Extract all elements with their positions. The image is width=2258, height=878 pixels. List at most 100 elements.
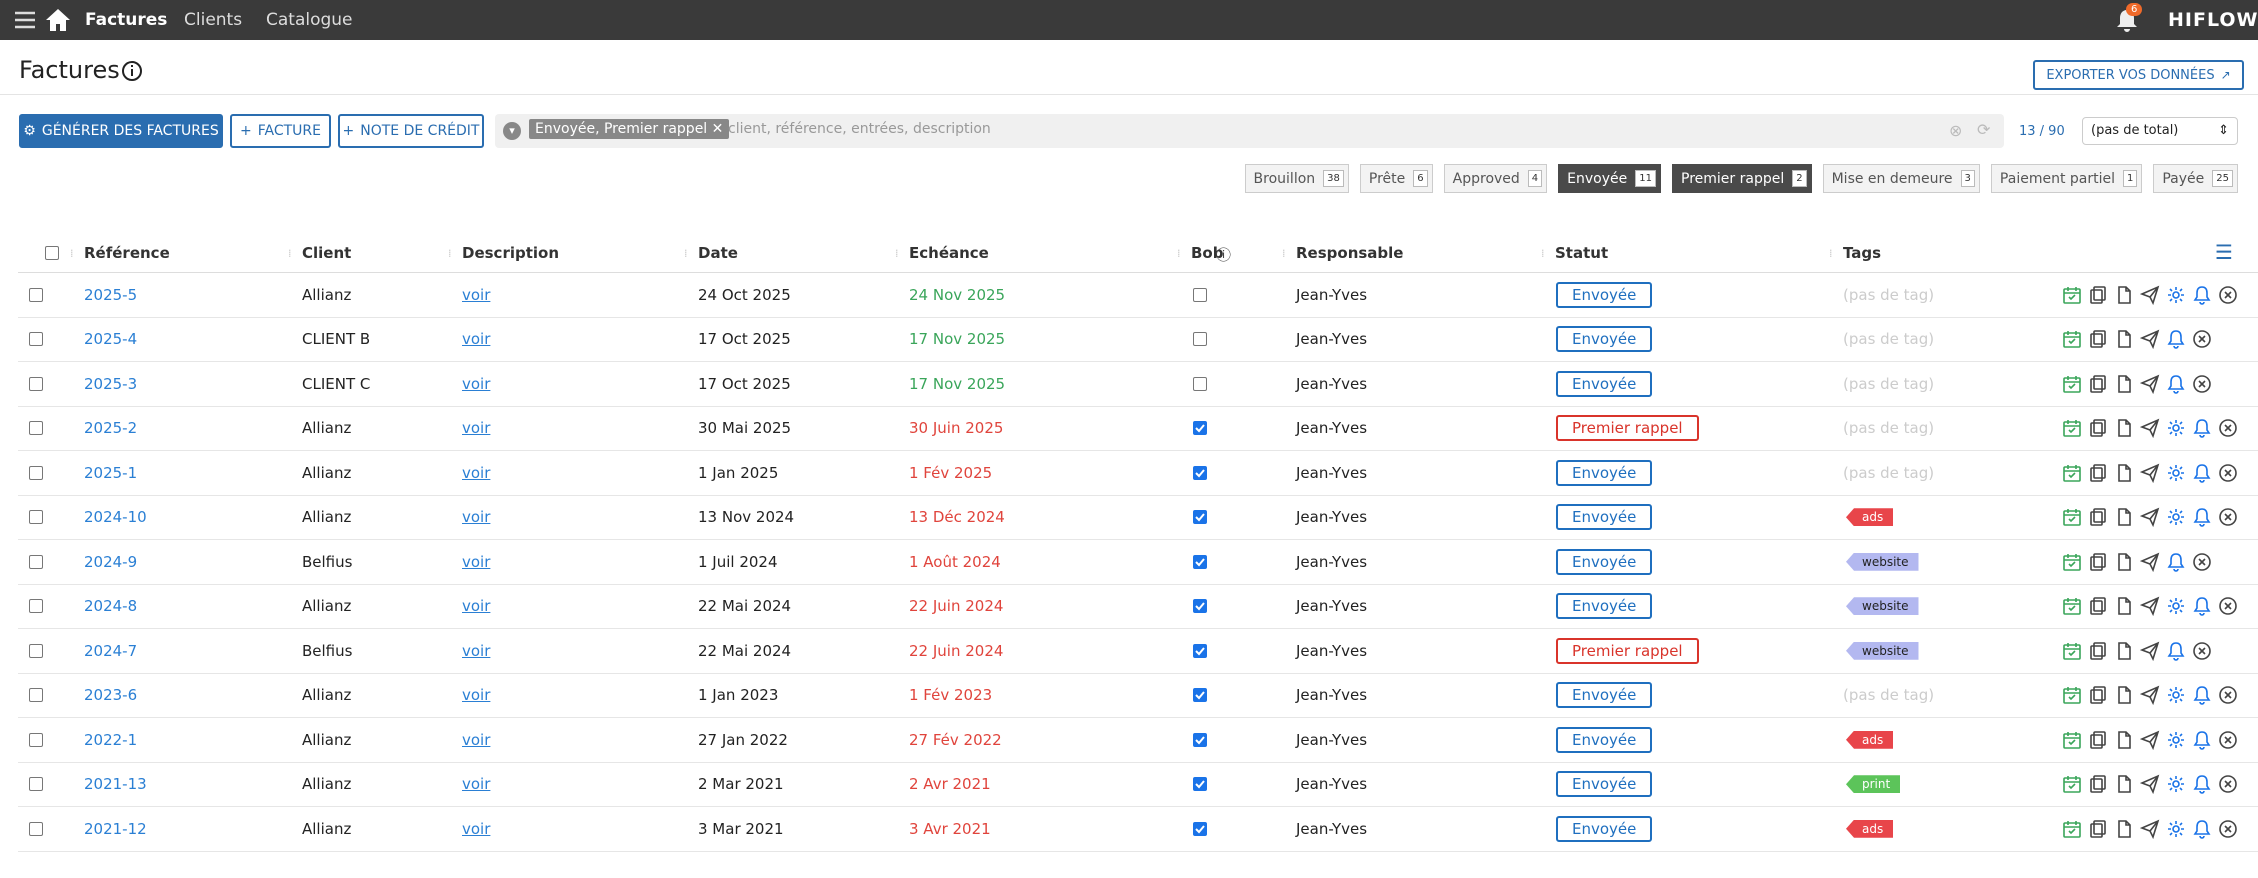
nav-item[interactable]: Clients [184, 10, 243, 30]
column-header[interactable]: Date [698, 244, 738, 262]
bob-checkbox[interactable] [1193, 465, 1207, 480]
bob-checkbox[interactable] [1193, 376, 1207, 391]
search-bar[interactable]: ▾ Envoyée, Premier rappel ✕ client, réfé… [495, 114, 2004, 148]
row-actions[interactable] [2062, 507, 2244, 528]
bob-checkbox[interactable] [1193, 821, 1207, 836]
description-link[interactable]: voir [462, 463, 491, 482]
reference[interactable]: 2025-4 [84, 330, 138, 349]
reference[interactable]: 2024-9 [84, 552, 138, 571]
nav-item[interactable]: Catalogue [266, 10, 353, 30]
row-actions[interactable] [2062, 463, 2244, 483]
row-checkbox[interactable] [29, 554, 43, 569]
reference[interactable]: 2022-1 [84, 730, 138, 749]
reference[interactable]: 2021-13 [84, 775, 147, 794]
description-link[interactable]: voir [462, 730, 491, 749]
reference[interactable]: 2023-6 [84, 686, 138, 705]
dropdown-icon[interactable]: ▾ [503, 122, 521, 140]
description-link[interactable]: voir [462, 686, 491, 705]
row-actions[interactable] [2062, 552, 2218, 572]
row-actions[interactable] [2062, 774, 2244, 795]
column-header[interactable]: Bob [1191, 244, 1224, 262]
reference[interactable]: 2021-12 [84, 819, 147, 838]
description-link[interactable]: voir [462, 508, 491, 527]
row-checkbox[interactable] [29, 732, 43, 747]
column-header[interactable]: Client [302, 244, 352, 262]
row-checkbox[interactable] [29, 287, 43, 302]
description-link[interactable]: voir [462, 374, 491, 393]
total-select[interactable]: (pas de total) ⇕ [2082, 117, 2238, 145]
description-link[interactable]: voir [462, 419, 491, 438]
row-checkbox[interactable] [29, 510, 43, 525]
column-header[interactable]: Description [462, 244, 560, 262]
nav-item[interactable]: Factures [85, 10, 168, 30]
reference[interactable]: 2024-8 [84, 597, 138, 616]
row-checkbox[interactable] [29, 465, 43, 480]
bob-checkbox[interactable] [1193, 688, 1207, 703]
reference[interactable]: 2025-1 [84, 463, 138, 482]
tag-empty: (pas de tag) [1843, 419, 1935, 438]
bob-checkbox[interactable] [1193, 777, 1207, 792]
description-link[interactable]: voir [462, 597, 491, 616]
status-filter[interactable]: Envoyée 11 [1558, 164, 1661, 193]
row-checkbox[interactable] [29, 376, 43, 391]
row-checkbox[interactable] [29, 643, 43, 658]
column-header[interactable]: Responsable [1296, 244, 1404, 262]
menu-icon[interactable] [14, 10, 36, 30]
description-link[interactable]: voir [462, 330, 491, 349]
status-filter[interactable]: Payée 25 [2153, 164, 2238, 193]
clear-icon[interactable]: ⊗ [1949, 121, 1963, 140]
row-checkbox[interactable] [29, 332, 43, 347]
description-link[interactable]: voir [462, 819, 491, 838]
home-icon[interactable] [45, 8, 71, 32]
row-actions[interactable] [2062, 641, 2218, 661]
bob-checkbox[interactable] [1193, 287, 1207, 302]
invoice-button[interactable]: + FACTURE [230, 114, 331, 148]
row-actions[interactable] [2062, 285, 2244, 305]
description-link[interactable]: voir [462, 285, 491, 304]
row-actions[interactable] [2062, 418, 2244, 439]
refresh-icon[interactable]: ⟳ [1977, 120, 1991, 139]
status-filter[interactable]: Mise en demeure 3 [1822, 164, 1980, 193]
row-checkbox[interactable] [29, 821, 43, 836]
status-filter[interactable]: Prête 6 [1359, 164, 1433, 193]
description-link[interactable]: voir [462, 641, 491, 660]
bob-checkbox[interactable] [1193, 599, 1207, 614]
bob-checkbox[interactable] [1193, 554, 1207, 569]
reference[interactable]: 2024-7 [84, 641, 138, 660]
row-checkbox[interactable] [29, 688, 43, 703]
reference[interactable]: 2025-2 [84, 419, 138, 438]
generate-button[interactable]: ⚙ GÉNÉRER DES FACTURES [19, 114, 223, 148]
row-actions[interactable] [2062, 374, 2218, 394]
status-filter[interactable]: Approved 4 [1443, 164, 1548, 193]
column-header[interactable]: Statut [1555, 244, 1609, 262]
row-actions[interactable] [2062, 730, 2244, 750]
row-actions[interactable] [2062, 329, 2218, 350]
row-checkbox[interactable] [29, 599, 43, 614]
info-icon[interactable] [121, 60, 143, 82]
bob-checkbox[interactable] [1193, 732, 1207, 747]
export-button[interactable]: EXPORTER VOS DONNÉES ↗ [2033, 60, 2244, 90]
column-header[interactable]: Référence [84, 244, 170, 262]
reference[interactable]: 2025-3 [84, 374, 138, 393]
description-link[interactable]: voir [462, 775, 491, 794]
bob-checkbox[interactable] [1193, 332, 1207, 347]
reference[interactable]: 2025-5 [84, 285, 138, 304]
row-actions[interactable] [2062, 685, 2244, 706]
column-header[interactable]: Tags [1843, 244, 1882, 262]
row-checkbox[interactable] [29, 777, 43, 792]
status-filter[interactable]: Paiement partiel 1 [1990, 164, 2143, 193]
filter-chip[interactable]: Envoyée, Premier rappel ✕ [529, 119, 730, 139]
row-checkbox[interactable] [29, 421, 43, 436]
bob-checkbox[interactable] [1193, 510, 1207, 525]
status-filter[interactable]: Premier rappel 2 [1672, 164, 1812, 193]
column-header[interactable]: Echéance [909, 244, 989, 262]
description-link[interactable]: voir [462, 552, 491, 571]
reference[interactable]: 2024-10 [84, 508, 147, 527]
credit-note-button[interactable]: + NOTE DE CRÉDIT [338, 114, 484, 148]
status-filter[interactable]: Brouillon 38 [1244, 164, 1349, 193]
bob-checkbox[interactable] [1193, 421, 1207, 436]
select-all[interactable] [45, 246, 59, 260]
row-actions[interactable] [2062, 819, 2244, 839]
bob-checkbox[interactable] [1193, 643, 1207, 658]
row-actions[interactable] [2062, 596, 2244, 617]
